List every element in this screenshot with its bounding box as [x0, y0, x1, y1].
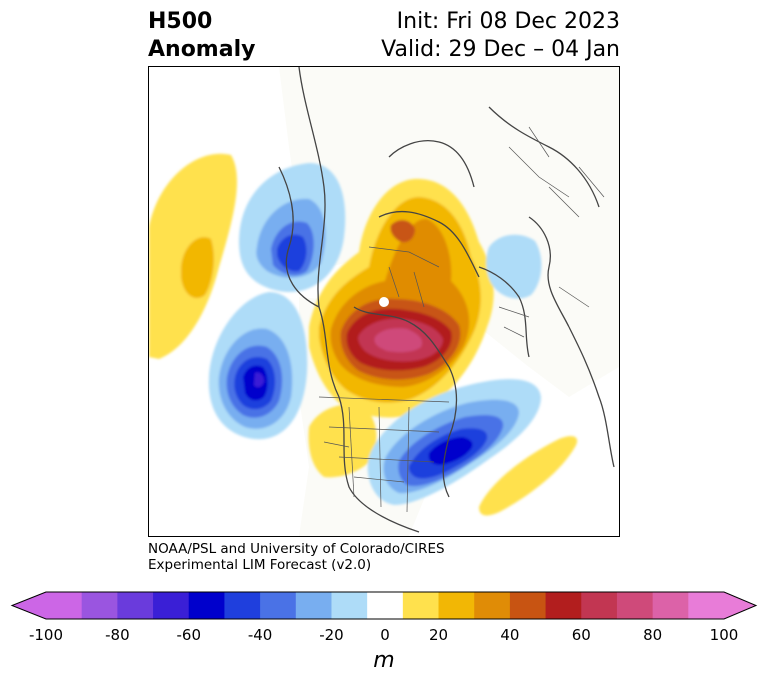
atlantic-trough-60: [428, 437, 473, 465]
colorbar-bin: [117, 592, 154, 619]
colorbar-tick-label: 60: [571, 626, 591, 644]
borders: [318, 126, 605, 513]
colorbar-tick-label: -40: [247, 626, 273, 644]
colorbar-bin: [331, 592, 368, 619]
credit: NOAA/PSL and University of Colorado/CIRE…: [148, 541, 445, 573]
colorbar-tick-label: -60: [176, 626, 201, 644]
colorbar-tick-label: 80: [643, 626, 663, 644]
colorbar-bin: [224, 592, 261, 619]
colorbar-bin: [545, 592, 582, 619]
credit-line1: NOAA/PSL and University of Colorado/CIRE…: [148, 541, 445, 557]
scandinavia-trough-20: [486, 234, 542, 299]
colorbar-bin: [688, 592, 725, 619]
colorbar-bin: [616, 592, 654, 619]
colorbar-bin: [402, 592, 440, 619]
north-pole-marker: [379, 297, 389, 307]
colorbar-tick-label: -100: [28, 626, 64, 644]
colorbar-bin: [153, 592, 190, 619]
colorbar-outline: [10, 591, 758, 620]
colorbar-bin: [652, 592, 689, 619]
colorbar-bin: [438, 592, 475, 619]
colorbar-bin: [260, 592, 297, 619]
colorbar: [10, 591, 758, 620]
colorbar-tick-label: 0: [380, 626, 390, 644]
colorbar-tick-label: 20: [428, 626, 449, 644]
western-us-ridge-10: [308, 404, 377, 478]
colorbar-tick-label: 100: [709, 626, 739, 644]
bering-trough-50: [277, 234, 307, 272]
pacific-ridge-30: [181, 237, 214, 299]
colorbar-bin: [367, 592, 404, 619]
greenland-ridge-50: [390, 220, 415, 243]
colorbar-tick-label: 40: [500, 626, 520, 644]
valid-period: Valid: 29 Dec – 04 Jan: [381, 37, 620, 62]
colorbar-bin: [581, 592, 618, 619]
init-date: Init: Fri 08 Dec 2023: [396, 9, 620, 34]
map-svg: [149, 67, 619, 536]
colorbar-bin: [295, 592, 332, 619]
pacific-trough-70: [254, 372, 264, 388]
anomaly-fields: [149, 153, 578, 516]
colorbar-bin: [46, 592, 83, 619]
title-right: Init: Fri 08 Dec 2023 Valid: 29 Dec – 04…: [381, 8, 620, 64]
colorbar-max-arrow: [724, 592, 756, 619]
title-left: H500 Anomaly: [148, 8, 255, 64]
title-variable: H500: [148, 9, 213, 34]
atlantic-ridge-20: [479, 436, 578, 516]
colorbar-min-arrow: [12, 592, 46, 619]
title-subtitle: Anomaly: [148, 37, 256, 62]
colorbar-units: m: [373, 648, 395, 673]
colorbar-bin: [509, 592, 547, 619]
colorbar-bin: [188, 592, 225, 619]
colorbar-bin: [474, 592, 511, 619]
colorbar-tick-label: -80: [105, 626, 130, 644]
map-panel: [148, 66, 620, 537]
colorbar-tick-label: -20: [319, 626, 344, 644]
coastlines: [278, 67, 615, 533]
canada-ridge-70: [374, 328, 423, 353]
credit-line2: Experimental LIM Forecast (v2.0): [148, 557, 372, 573]
colorbar-bin: [81, 592, 118, 619]
